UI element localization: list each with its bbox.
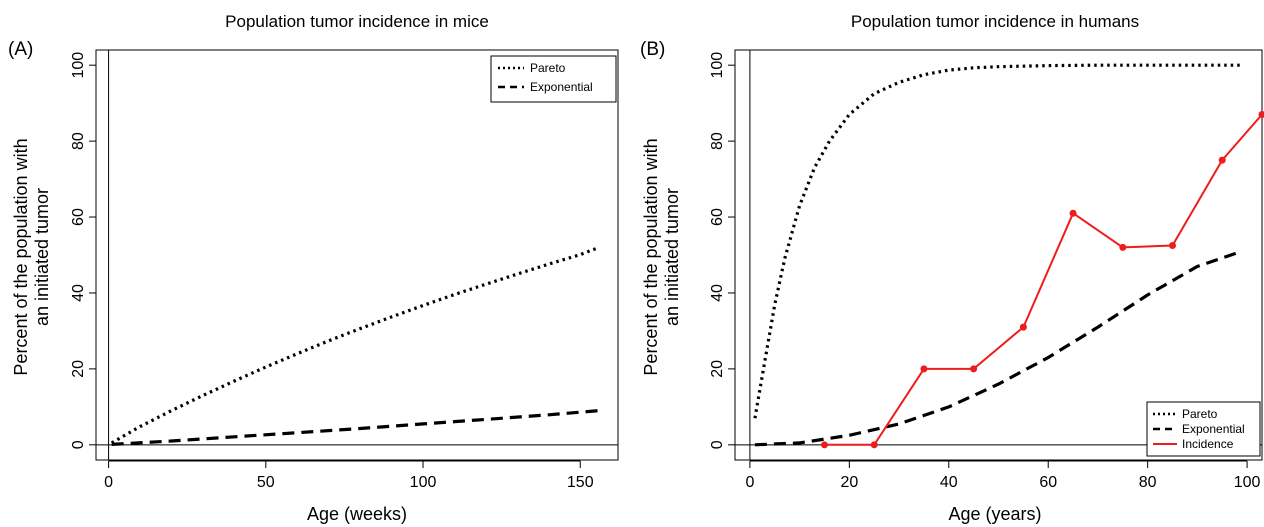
y-tick-label: 0 <box>70 440 87 449</box>
data-point-incidence <box>1258 111 1264 119</box>
panel-a-ylabel-line2: an initiated tumor <box>32 188 52 326</box>
data-point-incidence <box>1169 242 1177 250</box>
series-line-exponential <box>111 409 600 446</box>
x-tick-label: 100 <box>1234 474 1261 491</box>
panel-b-ylabel-line2: an initiated tumor <box>662 188 682 326</box>
panel-b-xlabel: Age (years) <box>948 504 1041 524</box>
x-tick-label: 0 <box>745 474 754 491</box>
x-tick-label: 80 <box>1139 474 1157 491</box>
data-point-incidence <box>970 365 978 373</box>
data-point-incidence <box>920 365 928 373</box>
panel-a-series <box>110 245 600 446</box>
panel-b-x-axis: 0 20 40 60 80 100 <box>745 460 1261 491</box>
y-tick-label: 80 <box>709 132 726 150</box>
data-point-incidence <box>870 441 878 449</box>
data-point-incidence <box>1019 323 1027 331</box>
panel-a-legend-box <box>490 55 617 103</box>
panel-a-legend: Pareto Exponential <box>490 55 617 103</box>
series-line-pareto <box>110 245 600 445</box>
legend-label-incidence: Incidence <box>1182 437 1234 451</box>
legend-label-exponential: Exponential <box>1182 422 1245 436</box>
y-tick-label: 100 <box>709 52 726 79</box>
series-line-pareto <box>753 63 1243 419</box>
panel-b-label: (B) <box>640 39 665 60</box>
panel-b-legend: Pareto Exponential Incidence <box>1146 401 1261 457</box>
x-tick-label: 50 <box>257 474 275 491</box>
x-tick-label: 100 <box>410 474 437 491</box>
panel-a-label: (A) <box>8 39 33 60</box>
legend-label-pareto: Pareto <box>530 61 566 75</box>
x-tick-label: 20 <box>840 474 858 491</box>
panel-a-ylabel: Percent of the population with an initia… <box>11 138 52 375</box>
y-tick-label: 100 <box>70 52 87 79</box>
panel-a-y-axis: 0 20 40 60 80 100 <box>70 52 97 449</box>
data-point-incidence <box>1218 156 1226 164</box>
panel-b-plot-frame <box>734 49 1263 461</box>
panel-b-ylabel-line1: Percent of the population with <box>641 138 661 375</box>
panel-b-series <box>753 63 1264 449</box>
data-point-incidence <box>820 441 828 449</box>
panel-a-xlabel: Age (weeks) <box>307 504 407 524</box>
y-tick-label: 80 <box>70 132 87 150</box>
panel-a-plot-frame <box>95 49 619 461</box>
panel-b-title: Population tumor incidence in humans <box>851 12 1139 31</box>
y-tick-label: 20 <box>709 360 726 378</box>
panel-a-title: Population tumor incidence in mice <box>225 12 489 31</box>
panel-b-y-axis: 0 20 40 60 80 100 <box>709 52 736 449</box>
panel-b-ylabel: Percent of the population with an initia… <box>641 138 682 375</box>
data-point-incidence <box>1069 209 1077 217</box>
legend-label-pareto: Pareto <box>1182 407 1218 421</box>
y-tick-label: 60 <box>70 208 87 226</box>
panel-b: Population tumor incidence in humans (B)… <box>640 12 1264 524</box>
y-tick-label: 0 <box>709 440 726 449</box>
x-tick-label: 0 <box>104 474 113 491</box>
series-line-incidence <box>824 113 1263 446</box>
x-tick-label: 60 <box>1039 474 1057 491</box>
y-tick-label: 40 <box>70 284 87 302</box>
data-point-incidence <box>1119 243 1127 251</box>
y-tick-label: 60 <box>709 208 726 226</box>
legend-label-exponential: Exponential <box>530 80 593 94</box>
y-tick-label: 40 <box>709 284 726 302</box>
panel-a-ylabel-line1: Percent of the population with <box>11 138 31 375</box>
series-line-exponential <box>754 249 1243 447</box>
panel-a-x-axis: 0 50 100 150 <box>104 460 594 491</box>
y-tick-label: 20 <box>70 360 87 378</box>
x-tick-label: 150 <box>567 474 594 491</box>
x-tick-label: 40 <box>940 474 958 491</box>
panel-a: Population tumor incidence in mice (A) P… <box>8 12 619 524</box>
